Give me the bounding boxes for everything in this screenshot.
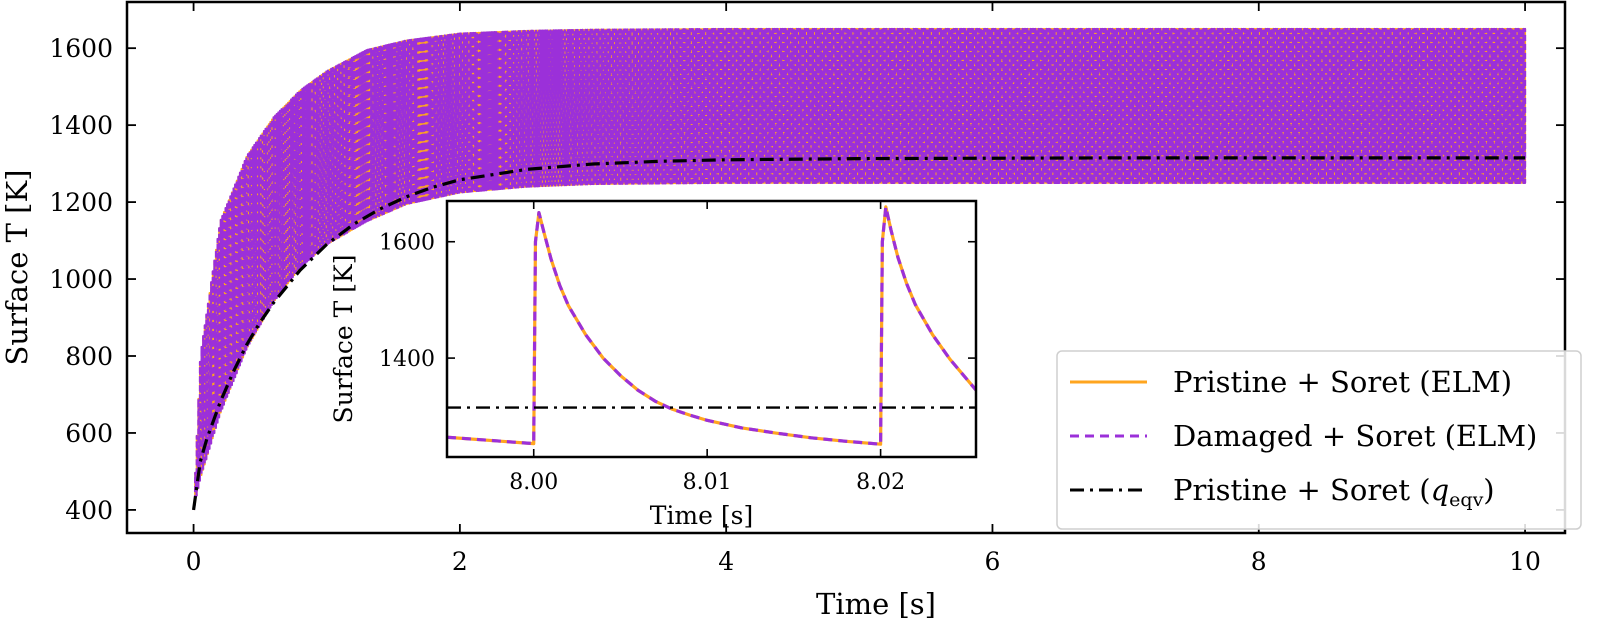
inset-x-axis-label: Time [s]: [650, 501, 753, 530]
legend: Pristine + Soret (ELM) Damaged + Soret (E…: [1056, 350, 1582, 530]
main-plot: 0 2 4 6 8 10 400 600 800 1000 1200 1400 1600 Time [s]…: [0, 0, 1567, 621]
inset-plot: 8.00 8.01 8.02 1400 1600 Time [s] Surface T [K…: [329, 199, 978, 530]
inset-y-axis-label: Surface T [K]: [329, 255, 358, 424]
y-tick-label: 600: [65, 419, 113, 448]
y-tick-label: 1400: [49, 111, 113, 140]
y-tick-label: 1600: [49, 34, 113, 63]
y-tick-label: 400: [65, 496, 113, 525]
inset-y-tick-label: 1400: [379, 347, 435, 372]
y-tick-label: 800: [65, 342, 113, 371]
inset-x-tick-label: 8.02: [856, 470, 905, 495]
inset-data: [447, 205, 976, 446]
legend-box: [1056, 350, 1582, 530]
inset-background: [447, 201, 976, 457]
inset-x-tick-label: 8.00: [509, 470, 558, 495]
series-line-pristine-qeqv: [191, 156, 1526, 511]
inset-y-tick-label: 1600: [379, 231, 435, 256]
y-axis-label: Surface T [K]: [0, 170, 34, 366]
inset-axes-frame: [445, 199, 978, 459]
x-tick-label: 4: [718, 547, 734, 576]
main-axes-frame: [125, 0, 1567, 535]
inset-series-line-1: [447, 205, 976, 446]
x-tick-label: 6: [985, 547, 1001, 576]
y-tick-label: 1000: [49, 265, 113, 294]
legend-label: Damaged + Soret (ELM): [1173, 419, 1537, 453]
inset-ticks: 8.00 8.01 8.02 1400 1600: [379, 201, 976, 495]
x-tick-label: 2: [452, 547, 468, 576]
inset-x-tick-label: 8.01: [683, 470, 732, 495]
x-axis-label: Time [s]: [816, 587, 936, 621]
x-tick-label: 0: [186, 547, 202, 576]
series-line-damaged-elm: [192, 27, 1527, 511]
x-tick-label: 10: [1509, 547, 1541, 576]
legend-label: Pristine + Soret (ELM): [1173, 365, 1512, 399]
x-tick-label: 8: [1251, 547, 1267, 576]
main-ticks: 0 2 4 6 8 10 400 600 800 1000 1200 1400 1600: [49, 2, 1565, 576]
main-data: [191, 27, 1527, 511]
y-tick-label: 1200: [49, 188, 113, 217]
legend-label: Pristine + Soret (qeqv): [1173, 473, 1495, 511]
